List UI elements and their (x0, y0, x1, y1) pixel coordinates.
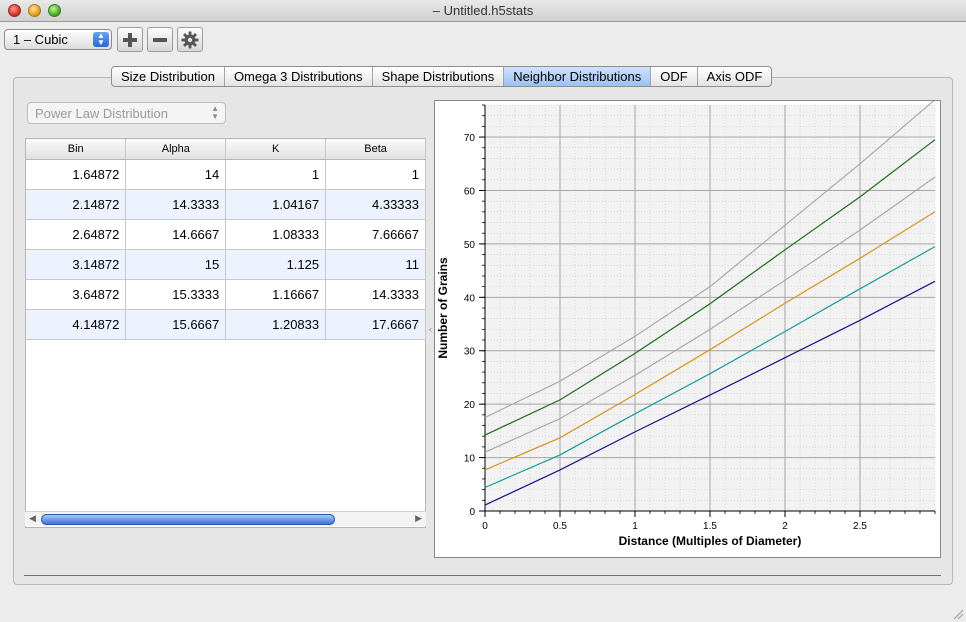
table-cell[interactable]: 14.3333 (325, 279, 426, 310)
series-line-3 (484, 176, 936, 453)
x-tick-label: 1.5 (703, 521, 717, 532)
x-tick-label: 2 (782, 521, 788, 532)
plus-icon (123, 33, 137, 47)
column-header-bin[interactable]: Bin (26, 139, 127, 160)
table-cell[interactable]: 1 (325, 159, 426, 190)
phase-select[interactable]: 1 – Cubic ▲ ▼ (4, 29, 112, 50)
neighbor-distribution-chart: 0 0.5 1 1.5 2 2.5 0 10 20 30 40 50 60 70 Distance (Mul… (434, 99, 941, 558)
settings-button[interactable] (177, 27, 203, 52)
series-line-2 (484, 139, 936, 436)
table-cell[interactable]: 4.14872 (26, 309, 127, 340)
gear-icon (181, 31, 199, 49)
x-axis-label: Distance (Multiples of Diameter) (619, 534, 802, 548)
divider (24, 575, 941, 576)
window-title: – Untitled.h5stats (432, 3, 534, 18)
series-line-5 (484, 246, 936, 489)
table-cell[interactable]: 1.64872 (26, 159, 127, 190)
table-cell[interactable]: 14.6667 (125, 219, 227, 250)
phase-select-value: 1 – Cubic (13, 32, 68, 47)
column-header-beta[interactable]: Beta (325, 139, 426, 160)
x-tick-label: 1 (632, 521, 638, 532)
y-tick-label: 20 (464, 400, 476, 411)
table-cell[interactable]: 1.08333 (225, 219, 327, 250)
remove-phase-button[interactable] (147, 27, 173, 52)
parameters-table[interactable]: Bin Alpha K Beta 1.64872 14 1 1 2.14872 14.3… (25, 138, 426, 528)
minimize-window-button[interactable] (28, 4, 41, 17)
table-cell[interactable]: 1.20833 (225, 309, 327, 340)
table-cell[interactable]: 15.6667 (125, 309, 227, 340)
table-cell[interactable]: 3.64872 (26, 279, 127, 310)
chevron-updown-icon: ▲ ▼ (93, 32, 109, 47)
tab-odf[interactable]: ODF (651, 67, 698, 86)
tab-size-distribution[interactable]: Size Distribution (112, 67, 225, 86)
table-cell[interactable]: 4.33333 (325, 189, 426, 220)
scrollbar-thumb[interactable] (41, 514, 335, 525)
table-header-row: Bin Alpha K Beta (26, 139, 426, 160)
table-cell[interactable]: 7.66667 (325, 219, 426, 250)
table-row[interactable]: 3.14872 15 1.125 11 (26, 249, 426, 280)
title-bar: – Untitled.h5stats (0, 0, 966, 22)
y-tick-label: 30 (464, 347, 476, 358)
y-tick-label: 40 (464, 293, 476, 304)
table-cell[interactable]: 15.3333 (125, 279, 227, 310)
table-cell[interactable]: 1.16667 (225, 279, 327, 310)
tab-axis-odf[interactable]: Axis ODF (706, 69, 763, 84)
table-cell[interactable]: 2.14872 (26, 189, 127, 220)
column-header-k[interactable]: K (225, 139, 327, 160)
table-cell[interactable]: 1.04167 (225, 189, 327, 220)
table-row[interactable]: 4.14872 15.6667 1.20833 17.6667 (26, 309, 426, 340)
y-tick-label: 50 (464, 240, 476, 251)
minus-icon (153, 38, 167, 42)
x-tick-label: 0.5 (553, 521, 567, 532)
zoom-window-button[interactable] (48, 4, 61, 17)
series-line-6 (484, 280, 936, 506)
resize-grip-icon[interactable] (953, 609, 964, 620)
table-cell[interactable]: 15 (125, 249, 227, 280)
y-tick-label: 70 (464, 133, 476, 144)
table-cell[interactable]: 11 (325, 249, 426, 280)
distribution-type-select[interactable]: Power Law Distribution ▲ ▼ (27, 102, 226, 124)
chart-canvas: 0 0.5 1 1.5 2 2.5 0 10 20 30 40 50 60 70 Distance (Mul… (436, 99, 936, 548)
x-tick-label: 0 (482, 521, 488, 532)
series-line-1 (484, 99, 936, 419)
tab-neighbor-distributions[interactable]: Neighbor Distributions (504, 67, 652, 86)
add-phase-button[interactable] (117, 27, 143, 52)
table-cell[interactable]: 1 (225, 159, 327, 190)
table-cell[interactable]: 14 (125, 159, 227, 190)
y-tick-label: 0 (469, 507, 475, 518)
table-row[interactable]: 2.14872 14.3333 1.04167 4.33333 (26, 189, 426, 220)
distribution-type-value: Power Law Distribution (35, 106, 168, 121)
column-header-alpha[interactable]: Alpha (125, 139, 227, 160)
x-tick-label: 2.5 (853, 521, 867, 532)
table-row[interactable]: 2.64872 14.6667 1.08333 7.66667 (26, 219, 426, 250)
table-cell[interactable]: 14.3333 (125, 189, 227, 220)
table-row[interactable]: 3.64872 15.3333 1.16667 14.3333 (26, 279, 426, 310)
chevron-updown-icon: ▲ ▼ (211, 104, 219, 121)
y-tick-label: 10 (464, 454, 476, 465)
table-horizontal-scrollbar[interactable]: ◀ ▶ (25, 511, 426, 526)
splitter-handle[interactable]: ‹ (429, 324, 432, 334)
scroll-right-icon[interactable]: ▶ (415, 513, 422, 523)
tab-omega3-distributions[interactable]: Omega 3 Distributions (225, 67, 373, 86)
close-window-button[interactable] (8, 4, 21, 17)
y-axis-label: Number of Grains (436, 257, 450, 359)
y-tick-label: 60 (464, 186, 476, 197)
table-cell[interactable]: 1.125 (225, 249, 327, 280)
table-cell[interactable]: 3.14872 (26, 249, 127, 280)
table-cell[interactable]: 2.64872 (26, 219, 127, 250)
scroll-left-icon[interactable]: ◀ (29, 513, 36, 523)
tab-shape-distributions[interactable]: Shape Distributions (373, 67, 505, 86)
series-line-4 (484, 211, 936, 471)
table-row[interactable]: 1.64872 14 1 1 (26, 159, 426, 190)
tab-bar: Size Distribution Omega 3 Distributions … (111, 66, 773, 87)
table-cell[interactable]: 17.6667 (325, 309, 426, 340)
